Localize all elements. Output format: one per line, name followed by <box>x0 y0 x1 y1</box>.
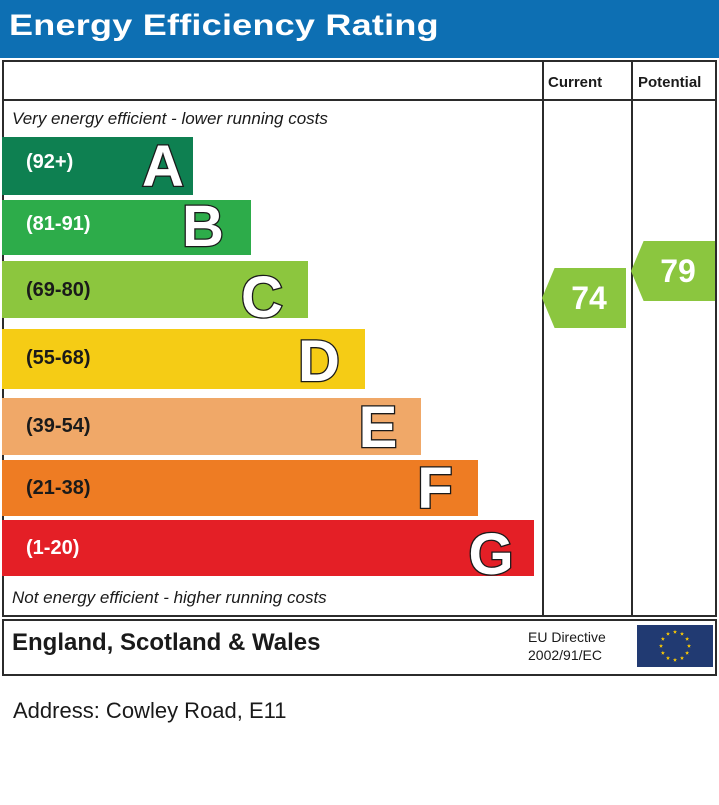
svg-text:F: F <box>417 456 452 521</box>
svg-text:G: G <box>468 522 513 587</box>
svg-text:C: C <box>241 265 283 330</box>
svg-text:D: D <box>298 329 340 394</box>
svg-text:E: E <box>359 395 398 460</box>
svg-text:B: B <box>182 194 224 259</box>
